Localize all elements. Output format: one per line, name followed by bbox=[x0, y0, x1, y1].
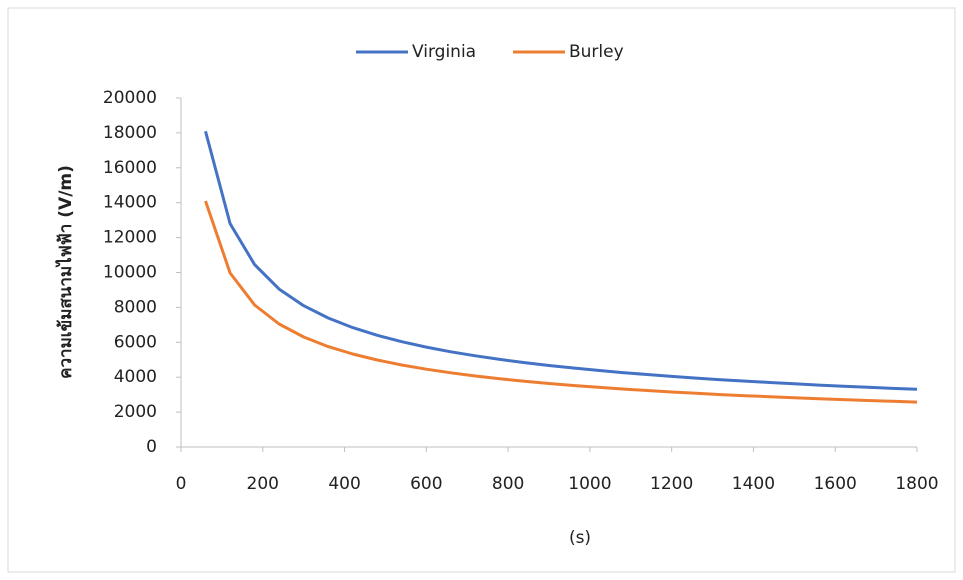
y-axis-label: ความเข้มสนามไฟฟ้า (V/m) bbox=[55, 165, 76, 379]
y-tick-label: 16000 bbox=[103, 158, 157, 178]
y-tick-label: 10000 bbox=[103, 263, 157, 283]
x-axis-label: (s) bbox=[569, 528, 591, 548]
x-tick-label: 0 bbox=[176, 474, 187, 494]
y-tick-label: 20000 bbox=[103, 88, 157, 108]
x-tick-label: 1400 bbox=[732, 474, 775, 494]
y-tick-label: 18000 bbox=[103, 123, 157, 143]
y-tick-label: 2000 bbox=[114, 402, 157, 422]
x-tick-label: 1000 bbox=[568, 474, 611, 494]
y-tick-label: 4000 bbox=[114, 367, 157, 387]
y-tick-label: 12000 bbox=[103, 228, 157, 248]
y-tick-label: 14000 bbox=[103, 193, 157, 213]
x-tick-label: 600 bbox=[410, 474, 442, 494]
x-tick-label: 200 bbox=[247, 474, 279, 494]
x-tick-label: 800 bbox=[492, 474, 524, 494]
legend-label: Virginia bbox=[412, 42, 476, 62]
x-tick-label: 400 bbox=[328, 474, 360, 494]
legend-label: Burley bbox=[569, 42, 624, 62]
y-tick-label: 0 bbox=[146, 437, 157, 457]
y-tick-label: 8000 bbox=[114, 297, 157, 317]
chart: (s) ความเข้มสนามไฟฟ้า (V/m) 020004000600… bbox=[0, 0, 963, 580]
y-tick-label: 6000 bbox=[114, 332, 157, 352]
x-tick-label: 1600 bbox=[814, 474, 857, 494]
x-tick-label: 1800 bbox=[895, 474, 938, 494]
x-tick-label: 1200 bbox=[650, 474, 693, 494]
